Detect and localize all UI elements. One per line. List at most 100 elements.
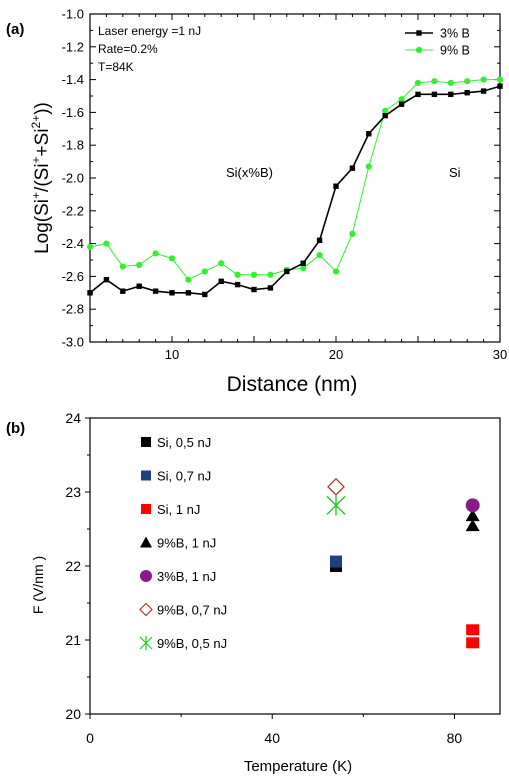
x-axis-title-a: Distance (nm) xyxy=(227,373,358,396)
data-point-3-b xyxy=(497,83,503,89)
legend-marker-3-b xyxy=(416,30,422,36)
data-point-3-b xyxy=(398,101,405,107)
legend-marker-si-1-nj xyxy=(141,504,151,514)
data-point-3-b xyxy=(169,290,175,296)
data-point-3-b xyxy=(152,288,159,294)
data-point-9-b xyxy=(234,271,241,278)
legend-label-si-0-5-nj: Si, 0,5 nJ xyxy=(157,435,211,450)
data-point-si-1-nj xyxy=(466,637,480,649)
legend-marker-3-b-1-nj xyxy=(140,570,152,582)
data-point-9-b xyxy=(382,107,389,114)
data-point-9-b-1-nj xyxy=(465,509,480,522)
data-point-9-b xyxy=(332,268,340,275)
data-point-9-b xyxy=(365,163,372,170)
annotation-rate: Rate=0.2% xyxy=(98,42,158,56)
y-axis-title-b: F (V/nm ) xyxy=(30,556,46,614)
data-point-9-b xyxy=(349,230,356,237)
legend-label-3-b-1-nj: 3%B, 1 nJ xyxy=(157,569,216,584)
legend-marker-si-0-5-nj xyxy=(141,437,151,447)
data-point-9-b xyxy=(136,261,143,269)
legend-label-3-b: 3% B xyxy=(440,27,470,41)
data-point-9-b xyxy=(316,251,323,259)
data-point-3-b xyxy=(251,286,257,293)
data-point-3-b xyxy=(103,276,110,283)
data-point-3-b xyxy=(431,91,438,98)
data-point-3-b xyxy=(234,281,241,288)
data-point-9-b xyxy=(250,271,258,278)
data-point-9-b xyxy=(398,96,405,103)
data-point-9-b xyxy=(168,255,176,262)
x-tick-label-b: 0 xyxy=(86,730,94,746)
y-axis-title-a: Log(Si+/(Si++Si2+)) xyxy=(29,102,53,254)
data-point-9-b xyxy=(267,271,274,278)
data-point-3-b xyxy=(218,278,224,285)
data-point-3-b xyxy=(267,285,274,291)
panel-b-label: (b) xyxy=(6,420,25,437)
y-tick-label-a: -2.4 xyxy=(62,236,84,251)
legend-label-si-0-7-nj: Si, 0,7 nJ xyxy=(157,469,211,484)
y-tick-label-b: 24 xyxy=(65,410,81,426)
plot-frame-a xyxy=(89,13,501,343)
y-tick-label-a: -2.0 xyxy=(62,171,84,186)
data-point-3-b xyxy=(316,237,323,244)
x-tick-label-b: 80 xyxy=(447,730,463,746)
y-tick-label-a: -1.0 xyxy=(62,7,84,22)
data-point-9-b-0-5-nj xyxy=(326,495,346,516)
y-tick-label-a: -2.8 xyxy=(62,302,84,317)
data-point-9-b xyxy=(201,268,208,275)
legend-label-9-b-0-7-nj: 9%B, 0,7 nJ xyxy=(157,603,227,618)
y-tick-label-a: -1.2 xyxy=(62,39,84,54)
data-point-9-b xyxy=(464,78,471,85)
y-tick-label-a: -2.6 xyxy=(62,269,84,284)
region-label-si-xb: Si(x%B) xyxy=(226,165,273,180)
panel-a-label: (a) xyxy=(6,21,24,38)
legend-label-9-b-1-nj: 9%B, 1 nJ xyxy=(157,536,216,551)
y-tick-label-b: 21 xyxy=(65,632,81,648)
data-point-3-b xyxy=(120,288,126,294)
y-tick-label-b: 22 xyxy=(65,558,81,574)
data-point-9-b xyxy=(119,263,126,270)
data-point-9-b-1-nj xyxy=(465,519,480,532)
legend-label-9-b: 9% B xyxy=(440,44,470,58)
x-tick-label-a: 30 xyxy=(493,347,507,362)
legend-marker-9-b-1-nj xyxy=(140,536,152,548)
data-point-9-b xyxy=(86,243,94,250)
data-point-9-b xyxy=(218,260,225,267)
data-point-3-b xyxy=(382,112,388,119)
data-point-3-b xyxy=(333,183,339,189)
data-point-3-b xyxy=(464,90,470,96)
region-label-si: Si xyxy=(449,165,461,180)
series-line-9-b xyxy=(89,79,500,281)
y-tick-label-a: -2.2 xyxy=(62,203,84,218)
data-point-9-b xyxy=(414,79,422,86)
x-tick-label-b: 40 xyxy=(264,730,280,746)
legend-label-9-b-0-5-nj: 9%B, 0,5 nJ xyxy=(157,636,227,651)
data-point-9-b xyxy=(152,250,159,257)
data-point-3-b xyxy=(87,290,93,296)
data-point-3-b xyxy=(136,283,142,289)
data-point-9-b xyxy=(300,265,307,272)
data-point-9-b xyxy=(185,276,192,283)
legend-marker-9-b-0-5-nj xyxy=(139,636,153,650)
y-tick-label-b: 20 xyxy=(65,706,81,722)
y-tick-label-b: 23 xyxy=(65,484,81,500)
data-point-3-b-1-nj xyxy=(465,498,480,513)
data-point-9-b xyxy=(480,76,487,83)
y-tick-label-a: -1.8 xyxy=(62,138,84,153)
data-point-3-b xyxy=(366,131,372,137)
data-point-si-0-7-nj xyxy=(330,555,342,568)
data-point-3-b xyxy=(300,260,306,266)
plot-frame-b xyxy=(89,417,501,715)
data-point-9-b-0-7-nj xyxy=(327,477,345,496)
legend-marker-si-0-7-nj xyxy=(141,470,151,481)
data-point-9-b xyxy=(103,240,110,247)
data-point-3-b xyxy=(202,291,208,298)
legend-label-si-1-nj: Si, 1 nJ xyxy=(157,502,200,517)
y-tick-label-a: -3.0 xyxy=(62,335,84,350)
data-point-9-b xyxy=(431,78,438,85)
data-point-9-b xyxy=(496,76,504,83)
data-point-3-b xyxy=(448,91,454,98)
data-point-3-b xyxy=(349,165,356,171)
data-point-3-b xyxy=(480,88,487,94)
